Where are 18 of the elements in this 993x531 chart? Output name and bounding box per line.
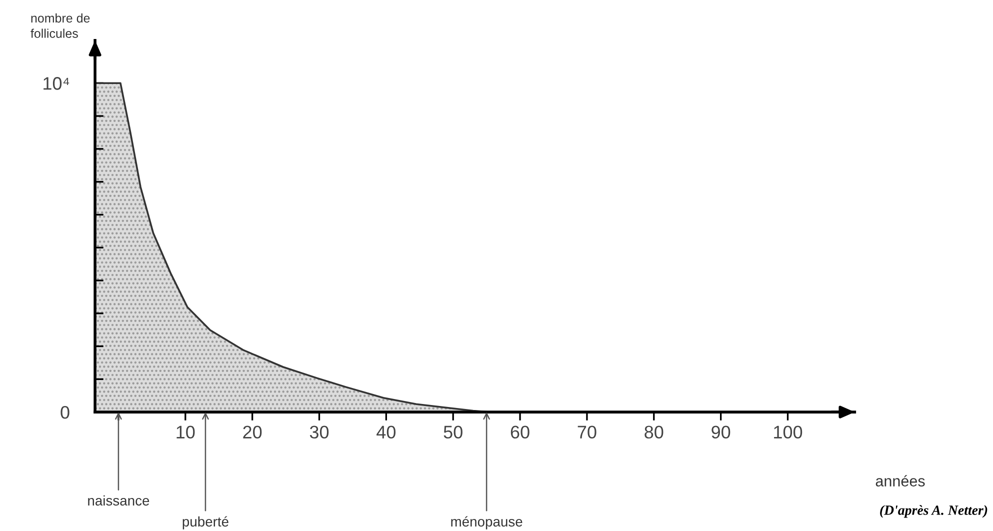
y-tick-label: 10⁴ <box>44 77 70 90</box>
x-tick-label: 80 <box>644 426 664 439</box>
x-tick-label: 30 <box>310 426 329 439</box>
x-tick-label: 60 <box>510 426 530 439</box>
annotation: ménopause <box>451 516 522 530</box>
x-tick-label: 50 <box>444 426 462 439</box>
x-tick-label: 10 <box>176 426 195 439</box>
annotation: naissance <box>88 495 150 506</box>
x-tick-label: 20 <box>243 426 262 439</box>
x-axis-title: années <box>876 475 925 486</box>
y-tick-label: 0 <box>60 406 70 419</box>
x-tick-label: 40 <box>376 426 396 439</box>
annotation: puberté <box>182 516 228 530</box>
x-tick-label: 70 <box>578 426 596 439</box>
text: (D'après A. Netter) <box>880 505 988 518</box>
x-tick-label: 90 <box>712 426 730 439</box>
y-axis-title: nombre de follicules <box>30 13 90 38</box>
x-tick-label: 100 <box>774 426 802 439</box>
